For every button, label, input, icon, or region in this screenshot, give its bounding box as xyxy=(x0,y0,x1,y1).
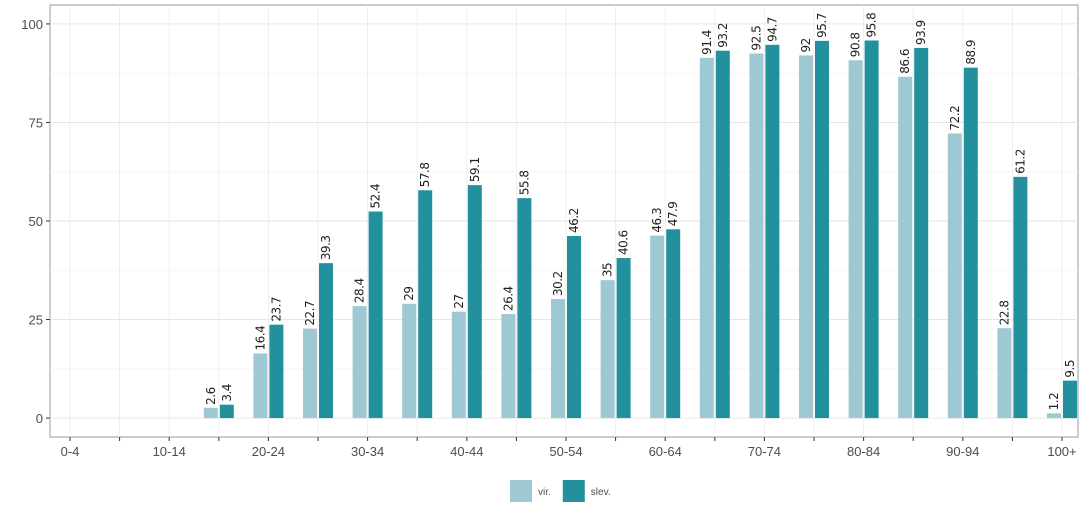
value-label: 28.4 xyxy=(353,278,367,303)
bar xyxy=(451,311,466,419)
value-label: 86.6 xyxy=(898,49,912,74)
bar xyxy=(203,407,218,419)
bar xyxy=(947,133,962,419)
bar xyxy=(715,50,730,419)
x-tick-label: 80-84 xyxy=(847,444,880,459)
value-label: 16.4 xyxy=(253,326,267,351)
bar xyxy=(303,328,317,419)
x-tick-label: 0-4 xyxy=(61,444,80,459)
bar xyxy=(848,60,863,419)
bar xyxy=(997,328,1012,419)
value-label: 57.8 xyxy=(418,163,432,188)
y-tick-label: 75 xyxy=(29,115,43,130)
bar xyxy=(765,44,780,419)
x-tick-label: 30-34 xyxy=(351,444,384,459)
x-tick-label: 100+ xyxy=(1047,444,1076,459)
bar xyxy=(666,229,681,419)
y-tick-label: 0 xyxy=(36,411,43,426)
x-tick-label: 60-64 xyxy=(649,444,682,459)
bar xyxy=(501,314,516,419)
bar xyxy=(352,306,367,419)
bar xyxy=(1063,380,1077,419)
bar xyxy=(799,55,813,419)
bar xyxy=(402,303,417,419)
bar xyxy=(567,235,581,419)
value-label: 46.2 xyxy=(567,208,581,233)
bar xyxy=(1047,413,1061,419)
bar xyxy=(269,324,284,419)
legend-key xyxy=(510,480,532,502)
value-label: 23.7 xyxy=(269,297,283,322)
value-label: 59.1 xyxy=(468,157,482,182)
value-label: 40.6 xyxy=(617,230,631,255)
legend-label: slev. xyxy=(591,487,611,498)
bar xyxy=(467,185,482,419)
bar xyxy=(600,280,615,419)
value-label: 52.4 xyxy=(369,184,383,209)
bar xyxy=(815,40,829,419)
value-label: 47.9 xyxy=(666,202,680,227)
bar xyxy=(914,47,929,419)
value-label: 92.5 xyxy=(749,26,763,51)
value-label: 94.7 xyxy=(765,17,779,42)
value-label: 61.2 xyxy=(1013,149,1027,174)
bar xyxy=(898,76,913,419)
value-label: 88.9 xyxy=(964,40,978,65)
value-label: 3.4 xyxy=(220,384,234,402)
value-label: 93.9 xyxy=(914,20,928,45)
value-label: 1.2 xyxy=(1047,393,1061,411)
x-tick-label: 70-74 xyxy=(748,444,781,459)
x-tick-label: 10-14 xyxy=(153,444,186,459)
y-tick-label: 50 xyxy=(29,214,43,229)
bar xyxy=(517,198,532,419)
value-label: 22.7 xyxy=(303,301,317,326)
value-label: 39.3 xyxy=(319,235,333,260)
x-tick-label: 20-24 xyxy=(252,444,285,459)
legend-label: vir. xyxy=(538,487,551,498)
value-label: 95.7 xyxy=(815,13,829,38)
x-tick-label: 90-94 xyxy=(946,444,979,459)
bar xyxy=(253,353,268,419)
bar xyxy=(864,40,879,419)
value-label: 72.2 xyxy=(948,106,962,131)
value-label: 35 xyxy=(601,263,615,277)
bar xyxy=(699,57,714,419)
value-label: 90.8 xyxy=(849,32,863,57)
bar xyxy=(963,67,978,419)
x-tick-label: 40-44 xyxy=(450,444,483,459)
value-label: 22.8 xyxy=(997,300,1011,325)
value-label: 27 xyxy=(452,294,466,308)
value-label: 46.3 xyxy=(650,208,664,233)
legend-key xyxy=(562,480,585,502)
y-tick-label: 100 xyxy=(21,17,43,32)
value-label: 91.4 xyxy=(700,30,714,55)
bar xyxy=(319,263,333,419)
bar xyxy=(650,235,665,419)
value-label: 9.5 xyxy=(1063,360,1077,378)
bar xyxy=(1013,176,1028,419)
value-label: 95.8 xyxy=(865,13,879,38)
bar xyxy=(418,190,433,419)
value-label: 93.2 xyxy=(716,23,730,48)
value-label: 92 xyxy=(799,38,813,52)
bar xyxy=(749,53,764,419)
bar xyxy=(219,404,234,419)
value-label: 2.6 xyxy=(204,387,218,405)
value-label: 29 xyxy=(402,286,416,300)
value-label: 30.2 xyxy=(551,271,565,296)
value-label: 26.4 xyxy=(501,286,515,311)
value-label: 55.8 xyxy=(517,170,531,195)
bar xyxy=(616,258,631,419)
bar xyxy=(368,211,383,419)
x-tick-label: 50-54 xyxy=(549,444,582,459)
y-tick-label: 25 xyxy=(29,313,43,328)
bar xyxy=(551,299,565,419)
